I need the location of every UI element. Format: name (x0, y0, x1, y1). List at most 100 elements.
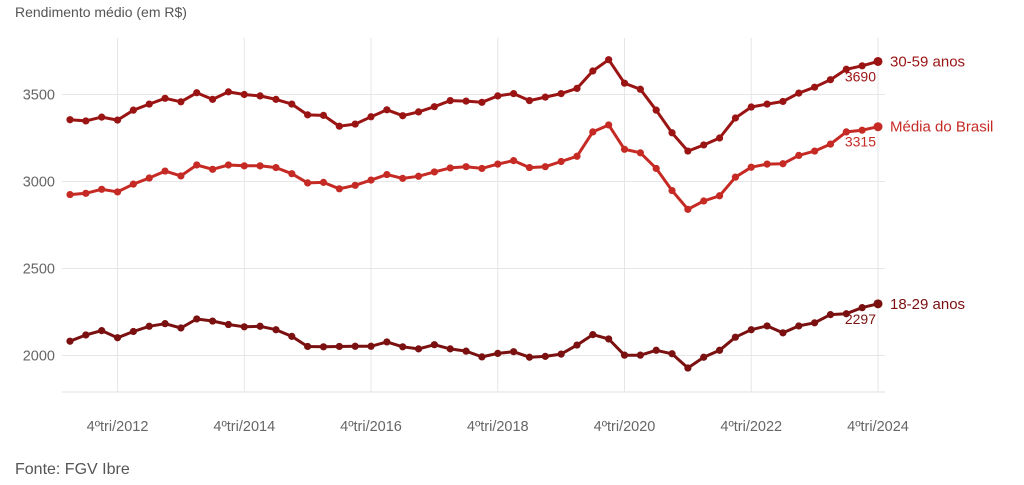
data-point (462, 163, 470, 171)
data-point (224, 88, 233, 96)
data-point (367, 176, 375, 184)
data-point (351, 181, 359, 189)
data-point (731, 114, 740, 122)
x-tick-label: 4ºtri/2016 (340, 419, 402, 435)
data-point (842, 128, 850, 136)
source-note: Fonte: FGV Ibre (15, 461, 130, 478)
data-point (335, 185, 343, 193)
data-point (779, 97, 787, 106)
data-point (98, 113, 106, 121)
data-point (113, 188, 122, 196)
data-point (335, 342, 343, 351)
data-point (98, 327, 106, 335)
data-point (129, 180, 137, 188)
data-point (319, 343, 328, 351)
data-point (842, 65, 850, 73)
data-point (177, 172, 185, 180)
series-name-label: 18-29 anos (890, 296, 965, 313)
data-point (731, 173, 740, 181)
data-point (763, 100, 771, 108)
data-point (573, 84, 581, 93)
data-point (193, 315, 201, 323)
data-point (636, 85, 644, 93)
data-point (430, 103, 438, 111)
series-lines (66, 56, 883, 372)
data-point (351, 342, 359, 350)
y-tick-label: 3000 (23, 175, 55, 191)
data-point (873, 299, 883, 309)
data-point (399, 174, 407, 182)
data-point (858, 62, 866, 70)
data-point (288, 100, 296, 108)
data-point (605, 335, 613, 343)
data-point (66, 190, 74, 199)
data-point (129, 106, 137, 114)
data-point (272, 326, 280, 334)
last-value-label: 2297 (845, 311, 876, 327)
data-point (113, 116, 122, 124)
data-point (636, 149, 644, 157)
data-point (652, 164, 660, 173)
data-point (66, 116, 74, 124)
data-point (668, 129, 676, 137)
data-point (557, 350, 565, 358)
data-point (795, 89, 803, 97)
data-point (478, 164, 486, 173)
data-point (589, 67, 597, 75)
data-point (684, 205, 692, 213)
data-point (193, 161, 201, 169)
data-point (510, 157, 518, 165)
data-point (779, 329, 787, 337)
data-point (795, 322, 803, 330)
data-point (494, 92, 502, 100)
data-point (541, 163, 549, 171)
data-point (510, 348, 518, 356)
data-point (557, 90, 565, 98)
data-point (620, 351, 629, 359)
data-point (826, 140, 835, 148)
series-line (68, 58, 880, 153)
data-point (478, 98, 486, 106)
data-point (367, 342, 375, 350)
data-point (541, 352, 549, 360)
data-point (256, 162, 264, 170)
data-point (98, 185, 106, 193)
data-point (208, 95, 217, 103)
data-point (462, 347, 470, 355)
data-point (161, 94, 169, 102)
data-point (240, 90, 248, 99)
data-point (541, 93, 549, 101)
data-point (731, 333, 740, 341)
data-point (145, 322, 153, 330)
data-point (430, 341, 438, 349)
data-point (684, 147, 692, 155)
data-point (240, 162, 248, 170)
data-point (573, 341, 581, 349)
x-tick-label: 4ºtri/2012 (87, 419, 149, 435)
data-point (145, 174, 153, 182)
data-point (510, 90, 518, 98)
x-tick-label: 4ºtri/2024 (847, 419, 909, 435)
data-point (605, 121, 613, 129)
data-point (319, 111, 328, 119)
data-point (700, 141, 708, 149)
data-point (525, 353, 534, 361)
data-point (684, 364, 692, 372)
data-point (208, 317, 217, 325)
data-point (858, 126, 866, 134)
data-point (446, 164, 454, 172)
data-point (335, 122, 343, 130)
series-end-labels: 30-59 anos 3690 Média do Brasil 3315 18-29 a… (845, 53, 994, 326)
data-point (82, 189, 90, 197)
data-point (747, 103, 755, 111)
data-point (620, 145, 629, 153)
data-point (113, 334, 122, 342)
data-point (446, 96, 454, 105)
y-tick-label: 3500 (23, 88, 55, 104)
data-point (304, 111, 312, 119)
data-point (525, 163, 534, 172)
data-point (288, 170, 296, 178)
data-point (811, 147, 819, 155)
y-tick-labels: 2000 2500 3000 3500 (23, 88, 55, 365)
